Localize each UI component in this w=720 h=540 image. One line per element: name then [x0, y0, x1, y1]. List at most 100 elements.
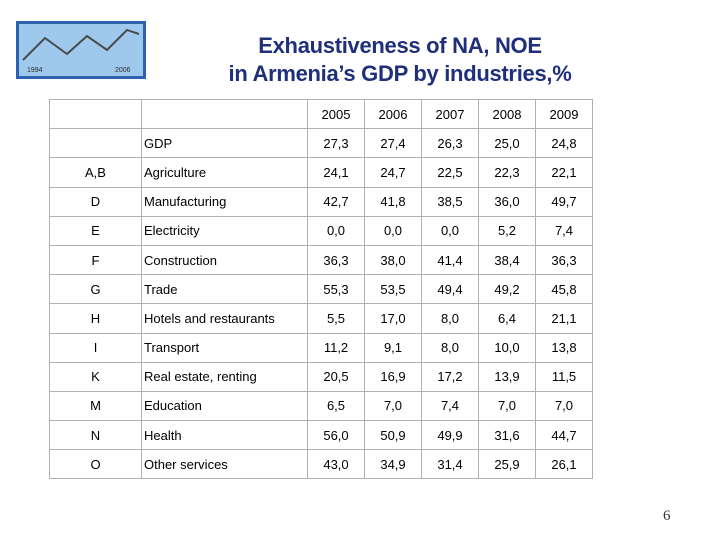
industry-name-cell: Hotels and restaurants	[141, 303, 308, 334]
value-cell: 24,8	[535, 128, 593, 159]
header-year: 2008	[478, 98, 536, 130]
value-cell: 5,5	[307, 303, 365, 334]
table-row: I Transport 11,2 9,1 8,0 10,0 13,8	[49, 332, 593, 363]
table-row: G Trade 55,3 53,5 49,4 49,2 45,8	[49, 274, 593, 305]
value-cell: 27,3	[307, 128, 365, 159]
value-cell: 21,1	[535, 303, 593, 334]
value-cell: 10,0	[478, 332, 536, 363]
value-cell: 16,9	[364, 361, 422, 392]
industry-name-cell: Construction	[141, 244, 308, 276]
value-cell: 9,1	[364, 332, 422, 363]
value-cell: 0,0	[421, 215, 479, 246]
logo-right-label: 2006	[115, 67, 131, 74]
industry-name-cell: Education	[141, 390, 308, 422]
industry-name-cell: Manufacturing	[141, 186, 308, 217]
table-body: 2005 2006 2007 2008 2009 GDP 27,3 27,4 26,3…	[49, 98, 593, 480]
header-year: 2006	[364, 98, 422, 130]
value-cell: 26,1	[535, 449, 593, 480]
value-cell: 6,5	[307, 390, 365, 422]
industry-name-cell: Electricity	[141, 215, 308, 246]
industry-code-cell	[49, 128, 142, 159]
value-cell: 41,4	[421, 244, 479, 276]
value-cell: 43,0	[307, 449, 365, 480]
table-row: M Education 6,5 7,0 7,4 7,0 7,0	[49, 390, 593, 422]
table-header-row: 2005 2006 2007 2008 2009	[49, 98, 593, 130]
value-cell: 7,4	[535, 215, 593, 246]
table-row: N Health 56,0 50,9 49,9 31,6 44,7	[49, 420, 593, 451]
industry-code-cell: N	[49, 420, 142, 451]
industry-name-cell: Transport	[141, 332, 308, 363]
industry-name-cell: Agriculture	[141, 157, 308, 188]
value-cell: 38,4	[478, 244, 536, 276]
header-name-cell	[141, 98, 308, 130]
value-cell: 17,0	[364, 303, 422, 334]
industry-name-cell: Real estate, renting	[141, 361, 308, 392]
header-year: 2007	[421, 98, 479, 130]
logo-left-label: 1994	[27, 67, 43, 74]
table-row: K Real estate, renting 20,5 16,9 17,2 13,9 11,…	[49, 361, 593, 392]
industry-table: 2005 2006 2007 2008 2009 GDP 27,3 27,4 26,3…	[49, 98, 593, 480]
value-cell: 34,9	[364, 449, 422, 480]
value-cell: 24,1	[307, 157, 365, 188]
header-year: 2005	[307, 98, 365, 130]
value-cell: 22,3	[478, 157, 536, 188]
title-line-1: Exhaustiveness of NA, NOE	[258, 33, 542, 58]
value-cell: 0,0	[307, 215, 365, 246]
value-cell: 45,8	[535, 274, 593, 305]
value-cell: 13,9	[478, 361, 536, 392]
header-year: 2009	[535, 98, 593, 130]
value-cell: 22,5	[421, 157, 479, 188]
industry-name-cell: Other services	[141, 449, 308, 480]
industry-code-cell: O	[49, 449, 142, 480]
industry-code-cell: I	[49, 332, 142, 363]
value-cell: 56,0	[307, 420, 365, 451]
value-cell: 55,3	[307, 274, 365, 305]
value-cell: 31,4	[421, 449, 479, 480]
value-cell: 7,4	[421, 390, 479, 422]
table-row: E Electricity 0,0 0,0 0,0 5,2 7,4	[49, 215, 593, 246]
industry-code-cell: H	[49, 303, 142, 334]
value-cell: 7,0	[364, 390, 422, 422]
industry-code-cell: F	[49, 244, 142, 276]
logo: 1994 2006	[15, 20, 147, 80]
value-cell: 0,0	[364, 215, 422, 246]
table-row: A,B Agriculture 24,1 24,7 22,5 22,3 22,1	[49, 157, 593, 188]
value-cell: 27,4	[364, 128, 422, 159]
value-cell: 38,0	[364, 244, 422, 276]
table-row: O Other services 43,0 34,9 31,4 25,9 26,1	[49, 449, 593, 480]
industry-code-cell: K	[49, 361, 142, 392]
table-row: F Construction 36,3 38,0 41,4 38,4 36,3	[49, 244, 593, 276]
table-row: H Hotels and restaurants 5,5 17,0 8,0 6,4 21,1	[49, 303, 593, 334]
logo-panel	[19, 24, 143, 76]
value-cell: 24,7	[364, 157, 422, 188]
industry-code-cell: A,B	[49, 157, 142, 188]
value-cell: 11,2	[307, 332, 365, 363]
logo-chart-graphic: 1994 2006	[16, 21, 146, 79]
value-cell: 26,3	[421, 128, 479, 159]
value-cell: 7,0	[478, 390, 536, 422]
value-cell: 11,5	[535, 361, 593, 392]
value-cell: 49,4	[421, 274, 479, 305]
value-cell: 36,3	[307, 244, 365, 276]
table-row: D Manufacturing 42,7 41,8 38,5 36,0 49,7	[49, 186, 593, 217]
title-line-2: in Armenia’s GDP by industries,%	[228, 61, 572, 86]
value-cell: 25,0	[478, 128, 536, 159]
value-cell: 8,0	[421, 303, 479, 334]
logo-line	[22, 28, 140, 61]
value-cell: 25,9	[478, 449, 536, 480]
value-cell: 49,2	[478, 274, 536, 305]
industry-code-cell: M	[49, 390, 142, 422]
value-cell: 8,0	[421, 332, 479, 363]
industry-name-cell: Health	[141, 420, 308, 451]
value-cell: 31,6	[478, 420, 536, 451]
header-code-cell	[49, 98, 142, 130]
value-cell: 53,5	[364, 274, 422, 305]
industry-code-cell: E	[49, 215, 142, 246]
industry-code-cell: D	[49, 186, 142, 217]
value-cell: 13,8	[535, 332, 593, 363]
industry-name-cell: GDP	[141, 128, 308, 159]
value-cell: 41,8	[364, 186, 422, 217]
industry-name-cell: Trade	[141, 274, 308, 305]
value-cell: 36,3	[535, 244, 593, 276]
value-cell: 38,5	[421, 186, 479, 217]
